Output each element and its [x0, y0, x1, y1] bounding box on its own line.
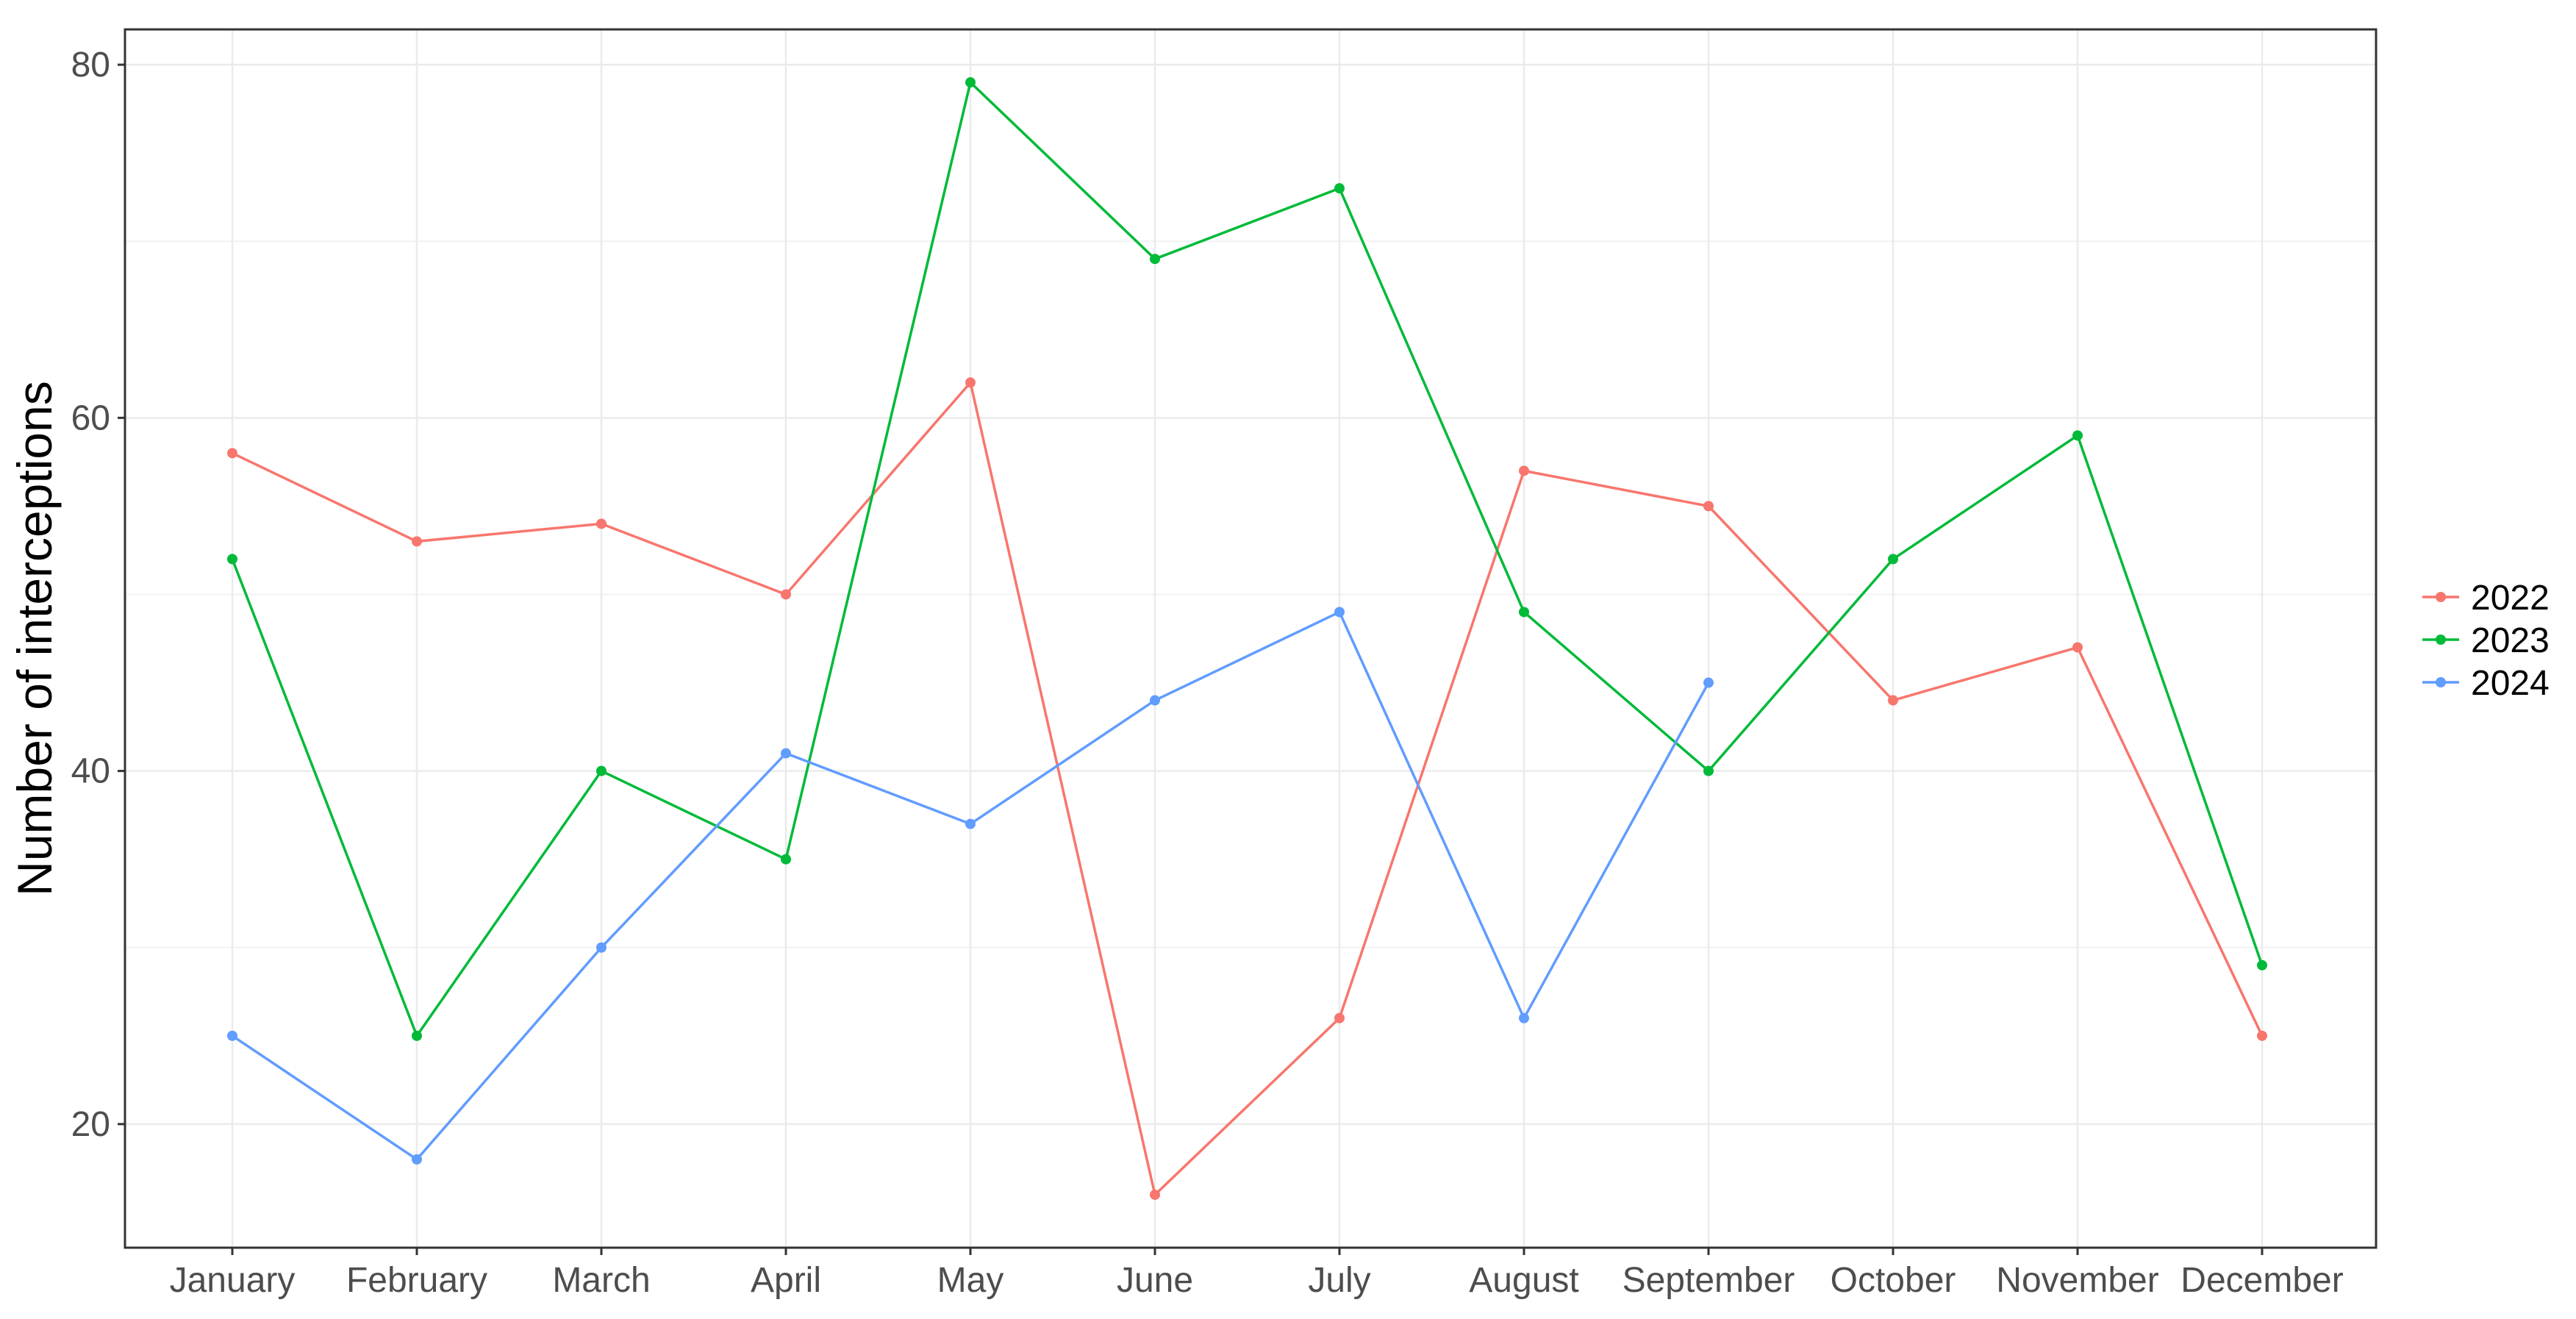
data-point	[1888, 554, 1898, 565]
grid-lines	[125, 29, 2376, 1248]
series-2023	[227, 77, 2267, 1041]
data-point	[1150, 695, 1160, 706]
data-point	[1703, 677, 1714, 688]
data-point	[1888, 695, 1898, 706]
data-point	[2257, 1030, 2267, 1041]
data-point	[227, 448, 237, 459]
data-point	[781, 854, 791, 865]
data-point	[596, 765, 607, 776]
data-point	[412, 536, 422, 547]
x-tick-label: April	[751, 1261, 821, 1300]
plot-panel-background	[125, 29, 2376, 1248]
data-point	[781, 589, 791, 600]
axes: 20 40 60 80 January February March April May June…	[71, 46, 2344, 1300]
x-tick-label: October	[1831, 1261, 1956, 1300]
data-point	[965, 818, 976, 829]
plot-panel-border	[124, 28, 2378, 1249]
x-tick-label: November	[1996, 1261, 2158, 1300]
data-point	[781, 748, 791, 759]
data-point	[412, 1154, 422, 1165]
series-line-2023	[231, 81, 2264, 1037]
data-point	[1334, 183, 1345, 194]
data-point	[965, 77, 976, 88]
x-tick-label: January	[170, 1261, 296, 1300]
x-tick-label: December	[2180, 1261, 2343, 1300]
legend-label: 2024	[2471, 664, 2550, 703]
series-line-2022	[232, 381, 2264, 1196]
x-tick-label: September	[1622, 1261, 1795, 1300]
data-point	[965, 377, 976, 388]
legend-item-2023: 2023	[2422, 621, 2550, 660]
legend-label: 2022	[2471, 579, 2550, 618]
y-tick-label: 40	[71, 752, 110, 791]
data-point	[227, 1030, 237, 1041]
data-point	[227, 554, 237, 565]
x-tick-label: February	[346, 1261, 487, 1300]
y-tick-label: 80	[71, 46, 110, 85]
data-point	[1703, 501, 1714, 512]
legend-item-2024: 2024	[2422, 664, 2550, 703]
data-point	[1519, 465, 1529, 476]
data-point	[1334, 607, 1345, 618]
legend-key-point	[2436, 635, 2446, 645]
x-tick-label: May	[937, 1261, 1004, 1300]
data-point	[1150, 1189, 1160, 1200]
legend-key-point	[2436, 592, 2446, 602]
data-point	[2072, 642, 2083, 653]
legend-item-2022: 2022	[2422, 579, 2550, 618]
data-point	[1334, 1012, 1345, 1023]
y-tick-label: 60	[71, 398, 110, 437]
data-point	[596, 518, 607, 529]
data-point	[1150, 254, 1160, 265]
x-tick-label: March	[552, 1261, 650, 1300]
data-point	[2072, 430, 2083, 441]
data-point	[596, 942, 607, 953]
data-point	[2257, 959, 2267, 971]
x-tick-label: July	[1308, 1261, 1370, 1300]
series-2024	[227, 607, 1714, 1165]
series-2022	[227, 377, 2267, 1200]
y-axis-title: Number of interceptions	[7, 381, 62, 896]
data-series	[227, 77, 2267, 1200]
y-tick-label: 20	[71, 1105, 110, 1144]
legend-label: 2023	[2471, 621, 2550, 660]
data-point	[1519, 1012, 1529, 1023]
x-tick-label: June	[1117, 1261, 1193, 1300]
x-tick-label: August	[1469, 1261, 1578, 1300]
data-point	[1519, 607, 1529, 618]
data-point	[1703, 765, 1714, 776]
data-point	[412, 1030, 422, 1041]
legend-key-point	[2436, 677, 2446, 687]
